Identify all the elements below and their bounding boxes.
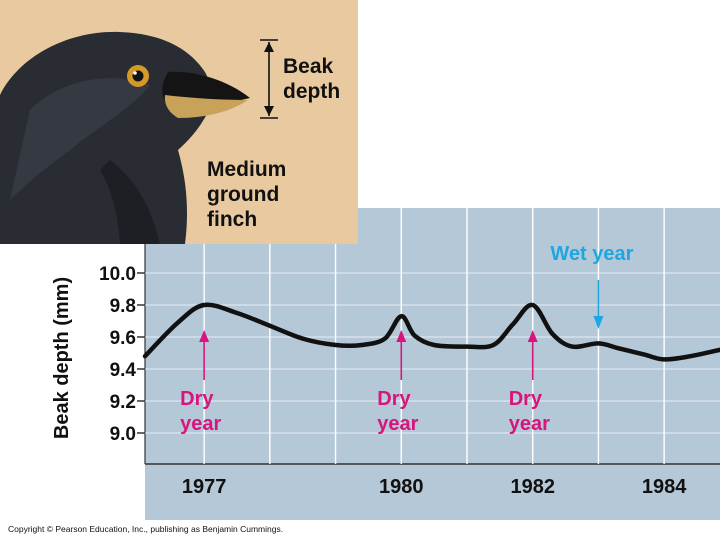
dry-year-label: year	[180, 413, 221, 435]
x-tick-label: 1977	[182, 476, 227, 498]
species-label: Medium ground finch	[207, 158, 292, 231]
dry-year-annotation: Dry year	[377, 330, 419, 435]
dry-year-label: Dry	[509, 388, 543, 410]
x-tick-label: 1984	[642, 476, 687, 498]
copyright-notice: Copyright © Pearson Education, Inc., pub…	[8, 524, 284, 534]
y-axis-label: Beak depth (mm)	[51, 277, 73, 439]
dry-year-arrow-head	[527, 330, 538, 342]
dry-year-label: Dry	[377, 388, 411, 410]
dry-year-annotation: Dry year	[180, 330, 222, 435]
beak-depth-label: Beak depth	[283, 55, 340, 103]
year-annotations: Dry year Dry year Dry year Wet year	[180, 243, 634, 435]
x-axis-band	[145, 464, 720, 520]
y-tick-label: 9.2	[110, 392, 136, 413]
wet-year-label: Wet year	[550, 243, 633, 265]
wet-year-annotation: Wet year	[550, 243, 634, 329]
y-tick-label: 9.4	[110, 360, 137, 381]
finch-head-illustration	[0, 31, 250, 244]
y-axis-ticks: 10.0 9.8 9.6 9.4 9.2 9.0	[99, 264, 145, 445]
y-tick-label: 9.6	[110, 328, 136, 349]
plot-area	[145, 208, 720, 464]
dry-year-arrow-head	[199, 330, 210, 342]
x-tick-label: 1982	[510, 476, 555, 498]
y-tick-label: 10.0	[99, 264, 136, 285]
x-tick-label: 1980	[379, 476, 424, 498]
y-tick-label: 9.8	[110, 296, 136, 317]
y-tick-label: 9.0	[110, 424, 136, 445]
dry-year-label: year	[377, 413, 418, 435]
dry-year-label: year	[509, 413, 550, 435]
wet-year-arrow-head	[593, 316, 604, 329]
beak-depth-series-line	[142, 302, 720, 362]
dry-year-annotation: Dry year	[509, 330, 550, 435]
beak-depth-marker	[260, 39, 278, 119]
finch-inset: Beak depth Medium ground finch	[0, 0, 358, 244]
x-axis-ticks: 1977 1980 1982 1984	[182, 476, 687, 498]
dry-year-label: Dry	[180, 388, 214, 410]
dry-year-arrow-head	[396, 330, 407, 342]
